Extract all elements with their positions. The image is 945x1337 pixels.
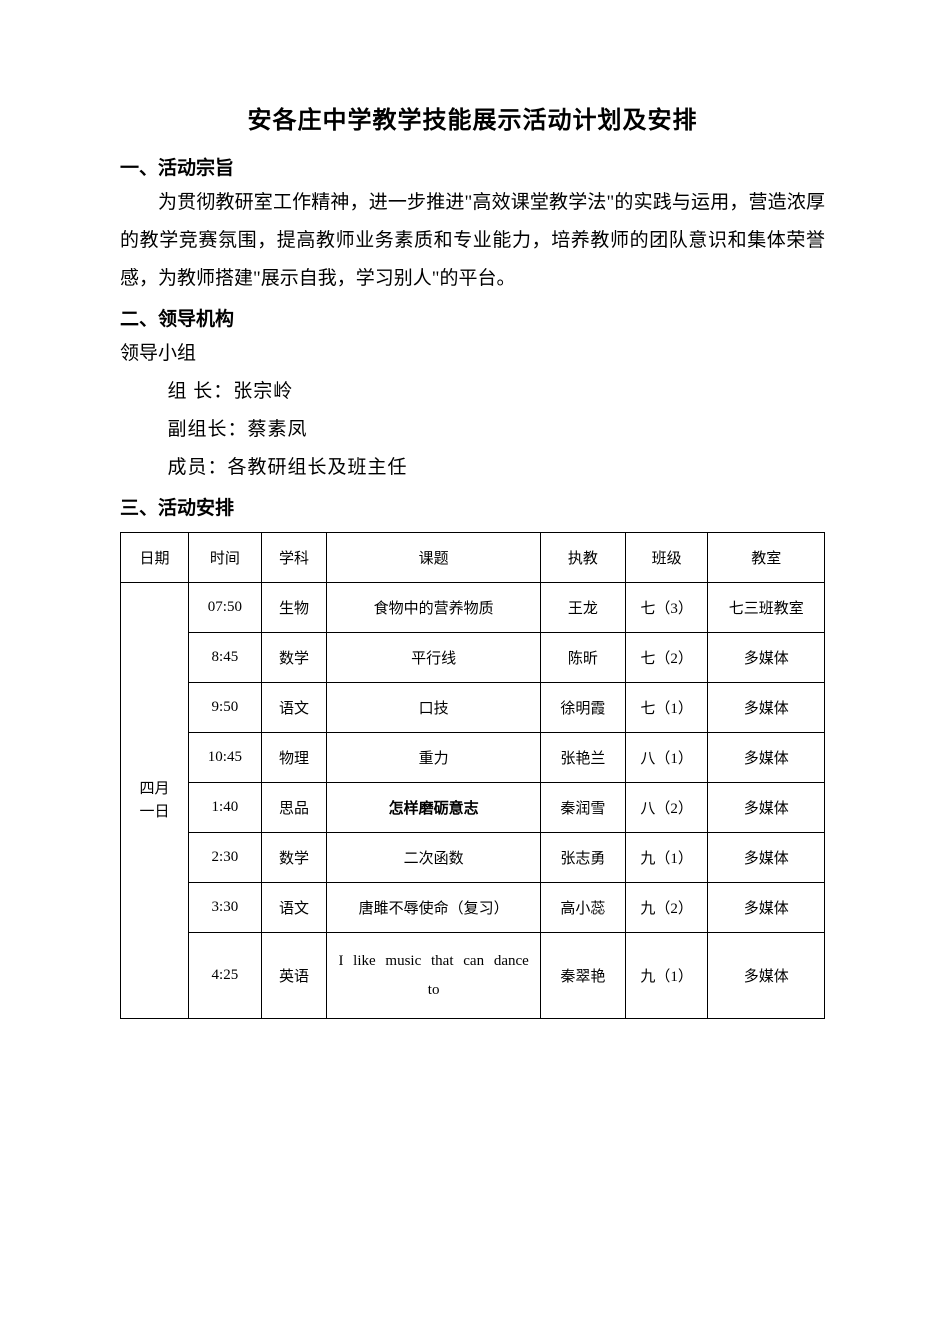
- topic-cell: 口技: [327, 683, 541, 733]
- table-header-row: 日期 时间 学科 课题 执教 班级 教室: [121, 533, 825, 583]
- th-room: 教室: [708, 533, 825, 583]
- class-cell: 八（2）: [625, 783, 708, 833]
- subject-cell: 英语: [261, 933, 327, 1019]
- teacher-cell: 秦翠艳: [540, 933, 625, 1019]
- room-cell: 多媒体: [708, 733, 825, 783]
- subject-cell: 数学: [261, 633, 327, 683]
- section1-heading: 一、活动宗旨: [120, 153, 825, 180]
- time-cell: 10:45: [188, 733, 261, 783]
- teacher-cell: 徐明霞: [540, 683, 625, 733]
- topic-cell: 二次函数: [327, 833, 541, 883]
- time-cell: 3:30: [188, 883, 261, 933]
- date-cell: 四月一日: [121, 583, 189, 1019]
- class-cell: 九（1）: [625, 833, 708, 883]
- document-page: 安各庄中学教学技能展示活动计划及安排 一、活动宗旨 为贯彻教研室工作精神，进一步…: [0, 0, 945, 1337]
- th-time: 时间: [188, 533, 261, 583]
- topic-cell: 食物中的营养物质: [327, 583, 541, 633]
- table-row: 4:25英语I like music that can dance to秦翠艳九…: [121, 933, 825, 1019]
- room-cell: 多媒体: [708, 633, 825, 683]
- schedule-table: 日期 时间 学科 课题 执教 班级 教室 四月一日07:50生物食物中的营养物质…: [120, 532, 825, 1019]
- table-row: 8:45数学平行线陈昕七（2）多媒体: [121, 633, 825, 683]
- table-row: 3:30语文唐雎不辱使命（复习）高小蕊九（2）多媒体: [121, 883, 825, 933]
- class-cell: 七（1）: [625, 683, 708, 733]
- subject-cell: 语文: [261, 683, 327, 733]
- th-topic: 课题: [327, 533, 541, 583]
- subject-cell: 物理: [261, 733, 327, 783]
- time-cell: 07:50: [188, 583, 261, 633]
- table-row: 2:30数学二次函数张志勇九（1）多媒体: [121, 833, 825, 883]
- subject-cell: 语文: [261, 883, 327, 933]
- member-line: 成员：各教研组长及班主任: [120, 449, 825, 487]
- class-cell: 七（3）: [625, 583, 708, 633]
- teacher-cell: 高小蕊: [540, 883, 625, 933]
- time-cell: 4:25: [188, 933, 261, 1019]
- th-subject: 学科: [261, 533, 327, 583]
- room-cell: 多媒体: [708, 683, 825, 733]
- time-cell: 2:30: [188, 833, 261, 883]
- topic-cell: 平行线: [327, 633, 541, 683]
- room-cell: 多媒体: [708, 883, 825, 933]
- table-row: 1:40思品怎样磨砺意志秦润雪八（2）多媒体: [121, 783, 825, 833]
- table-row: 四月一日07:50生物食物中的营养物质王龙七（3）七三班教室: [121, 583, 825, 633]
- topic-cell: 重力: [327, 733, 541, 783]
- class-cell: 九（1）: [625, 933, 708, 1019]
- time-cell: 8:45: [188, 633, 261, 683]
- class-cell: 九（2）: [625, 883, 708, 933]
- section3-heading: 三、活动安排: [120, 493, 825, 520]
- class-cell: 八（1）: [625, 733, 708, 783]
- room-cell: 多媒体: [708, 833, 825, 883]
- time-cell: 9:50: [188, 683, 261, 733]
- th-class: 班级: [625, 533, 708, 583]
- section2-heading: 二、领导机构: [120, 304, 825, 331]
- th-date: 日期: [121, 533, 189, 583]
- table-body: 四月一日07:50生物食物中的营养物质王龙七（3）七三班教室8:45数学平行线陈…: [121, 583, 825, 1019]
- page-title: 安各庄中学教学技能展示活动计划及安排: [120, 100, 825, 135]
- topic-cell: I like music that can dance to: [327, 933, 541, 1019]
- group-label: 领导小组: [120, 335, 825, 373]
- topic-cell: 唐雎不辱使命（复习）: [327, 883, 541, 933]
- subject-cell: 思品: [261, 783, 327, 833]
- teacher-cell: 王龙: [540, 583, 625, 633]
- leader-line: 组 长：张宗岭: [120, 373, 825, 411]
- teacher-cell: 陈昕: [540, 633, 625, 683]
- room-cell: 七三班教室: [708, 583, 825, 633]
- room-cell: 多媒体: [708, 783, 825, 833]
- vice-line: 副组长：蔡素凤: [120, 411, 825, 449]
- table-row: 9:50语文口技徐明霞七（1）多媒体: [121, 683, 825, 733]
- section1-text: 为贯彻教研室工作精神，进一步推进"高效课堂教学法"的实践与运用，营造浓厚的教学竞…: [120, 184, 825, 298]
- subject-cell: 数学: [261, 833, 327, 883]
- teacher-cell: 张志勇: [540, 833, 625, 883]
- class-cell: 七（2）: [625, 633, 708, 683]
- topic-cell: 怎样磨砺意志: [327, 783, 541, 833]
- teacher-cell: 秦润雪: [540, 783, 625, 833]
- subject-cell: 生物: [261, 583, 327, 633]
- teacher-cell: 张艳兰: [540, 733, 625, 783]
- time-cell: 1:40: [188, 783, 261, 833]
- th-teacher: 执教: [540, 533, 625, 583]
- room-cell: 多媒体: [708, 933, 825, 1019]
- table-row: 10:45物理重力张艳兰八（1）多媒体: [121, 733, 825, 783]
